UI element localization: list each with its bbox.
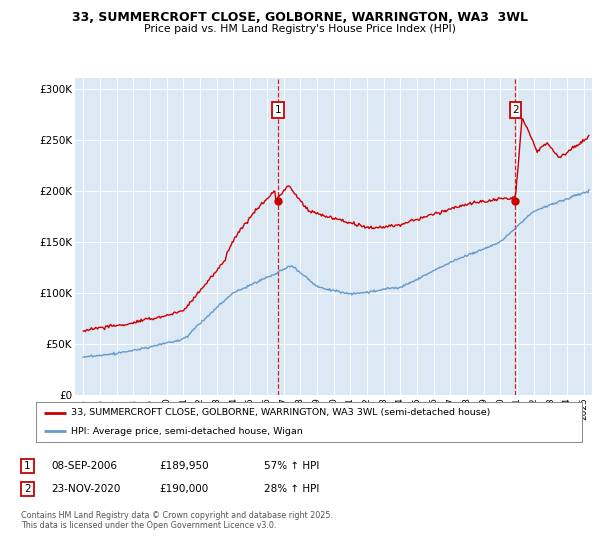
Text: 33, SUMMERCROFT CLOSE, GOLBORNE, WARRINGTON, WA3 3WL (semi-detached house): 33, SUMMERCROFT CLOSE, GOLBORNE, WARRING… bbox=[71, 408, 491, 417]
Text: 33, SUMMERCROFT CLOSE, GOLBORNE, WARRINGTON, WA3  3WL: 33, SUMMERCROFT CLOSE, GOLBORNE, WARRING… bbox=[72, 11, 528, 24]
Text: Contains HM Land Registry data © Crown copyright and database right 2025.
This d: Contains HM Land Registry data © Crown c… bbox=[21, 511, 333, 530]
Text: 2: 2 bbox=[24, 484, 31, 494]
Text: £189,950: £189,950 bbox=[159, 461, 209, 471]
Text: 23-NOV-2020: 23-NOV-2020 bbox=[51, 484, 121, 494]
Text: 28% ↑ HPI: 28% ↑ HPI bbox=[264, 484, 319, 494]
Text: £190,000: £190,000 bbox=[159, 484, 208, 494]
Text: 2: 2 bbox=[512, 105, 519, 115]
Text: 08-SEP-2006: 08-SEP-2006 bbox=[51, 461, 117, 471]
Text: 57% ↑ HPI: 57% ↑ HPI bbox=[264, 461, 319, 471]
Text: Price paid vs. HM Land Registry's House Price Index (HPI): Price paid vs. HM Land Registry's House … bbox=[144, 24, 456, 34]
Text: 1: 1 bbox=[24, 461, 31, 471]
Text: 1: 1 bbox=[275, 105, 281, 115]
Text: HPI: Average price, semi-detached house, Wigan: HPI: Average price, semi-detached house,… bbox=[71, 427, 303, 436]
